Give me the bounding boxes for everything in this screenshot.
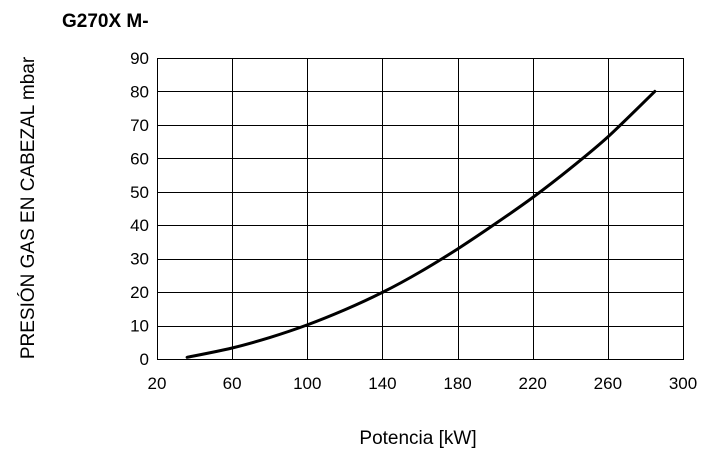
y-tick-label: 10 — [130, 317, 149, 336]
x-tick-label: 60 — [223, 374, 242, 393]
x-tick-label: 220 — [519, 374, 547, 393]
y-tick-label: 40 — [130, 216, 149, 235]
chart-title: G270X M- — [62, 11, 149, 32]
y-tick-label: 60 — [130, 149, 149, 168]
y-tick-label: 20 — [130, 283, 149, 302]
x-tick-label: 180 — [443, 374, 471, 393]
y-tick-label: 30 — [130, 250, 149, 269]
x-tick-label: 100 — [293, 374, 321, 393]
x-axis-label: Potencia [kW] — [359, 428, 476, 449]
y-tick-label: 0 — [140, 350, 149, 369]
y-axis-label: PRESIÓN GAS EN CABEZAL mbar — [17, 56, 39, 359]
y-tick-label: 50 — [130, 183, 149, 202]
y-tick-label: 80 — [130, 82, 149, 101]
x-tick-label: 140 — [368, 374, 396, 393]
x-tick-label: 260 — [594, 374, 622, 393]
tick-labels: 20 60 100 140 180 220 260 300 0 10 20 30 40 50 60 70 80 9… — [130, 49, 697, 393]
grid — [157, 58, 684, 360]
x-tick-label: 300 — [669, 374, 697, 393]
y-tick-label: 90 — [130, 49, 149, 68]
plot-frame — [157, 58, 684, 360]
y-tick-label: 70 — [130, 116, 149, 135]
x-tick-label: 20 — [148, 374, 167, 393]
series — [185, 89, 657, 359]
pressure-curve — [185, 89, 657, 359]
